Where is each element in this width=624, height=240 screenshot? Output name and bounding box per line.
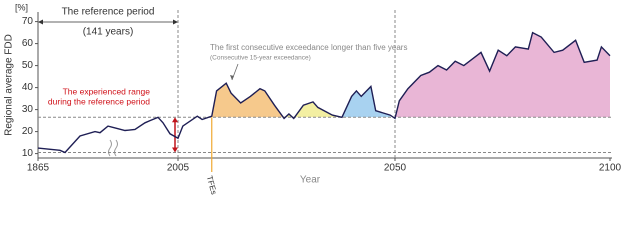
data-line <box>37 31 611 154</box>
y-tick-label: 70 <box>22 16 34 27</box>
chart: [%] Regional average FDD Year The refere… <box>4 2 622 196</box>
range-label: The experienced range <box>63 86 151 96</box>
range-label: during the reference period <box>48 96 150 106</box>
y-unit: [%] <box>15 2 28 12</box>
exceedance-area <box>395 32 610 118</box>
tfe-label: TFEs <box>205 175 219 196</box>
x-tick-label: 2100 <box>599 163 622 174</box>
page: {"chart_data": { "type": "line", "y_unit… <box>3 2 622 196</box>
pointer-arrow-head <box>230 75 234 80</box>
x-tick-label: 2050 <box>384 163 407 174</box>
y-tick-label: 60 <box>22 38 34 49</box>
exceedance-note: (Consecutive 15-year exceedance) <box>210 55 311 62</box>
y-tick-label: 10 <box>22 148 34 159</box>
reference-period-label: The reference period <box>62 7 155 18</box>
exceedance-label: The first consecutive exceedance longer … <box>210 43 407 52</box>
y-axis-label: Regional average FDD <box>4 34 15 136</box>
y-tick-label: 40 <box>22 82 34 93</box>
y-tick-label: 50 <box>22 60 34 71</box>
y-tick-label: 30 <box>22 104 34 115</box>
reference-years-label: (141 years) <box>83 27 134 38</box>
x-tick-label: 1865 <box>27 163 50 174</box>
y-tick-label: 20 <box>22 126 34 137</box>
x-axis-label: Year <box>300 175 321 186</box>
x-tick-label: 2005 <box>167 163 190 174</box>
axis-break <box>108 139 118 157</box>
